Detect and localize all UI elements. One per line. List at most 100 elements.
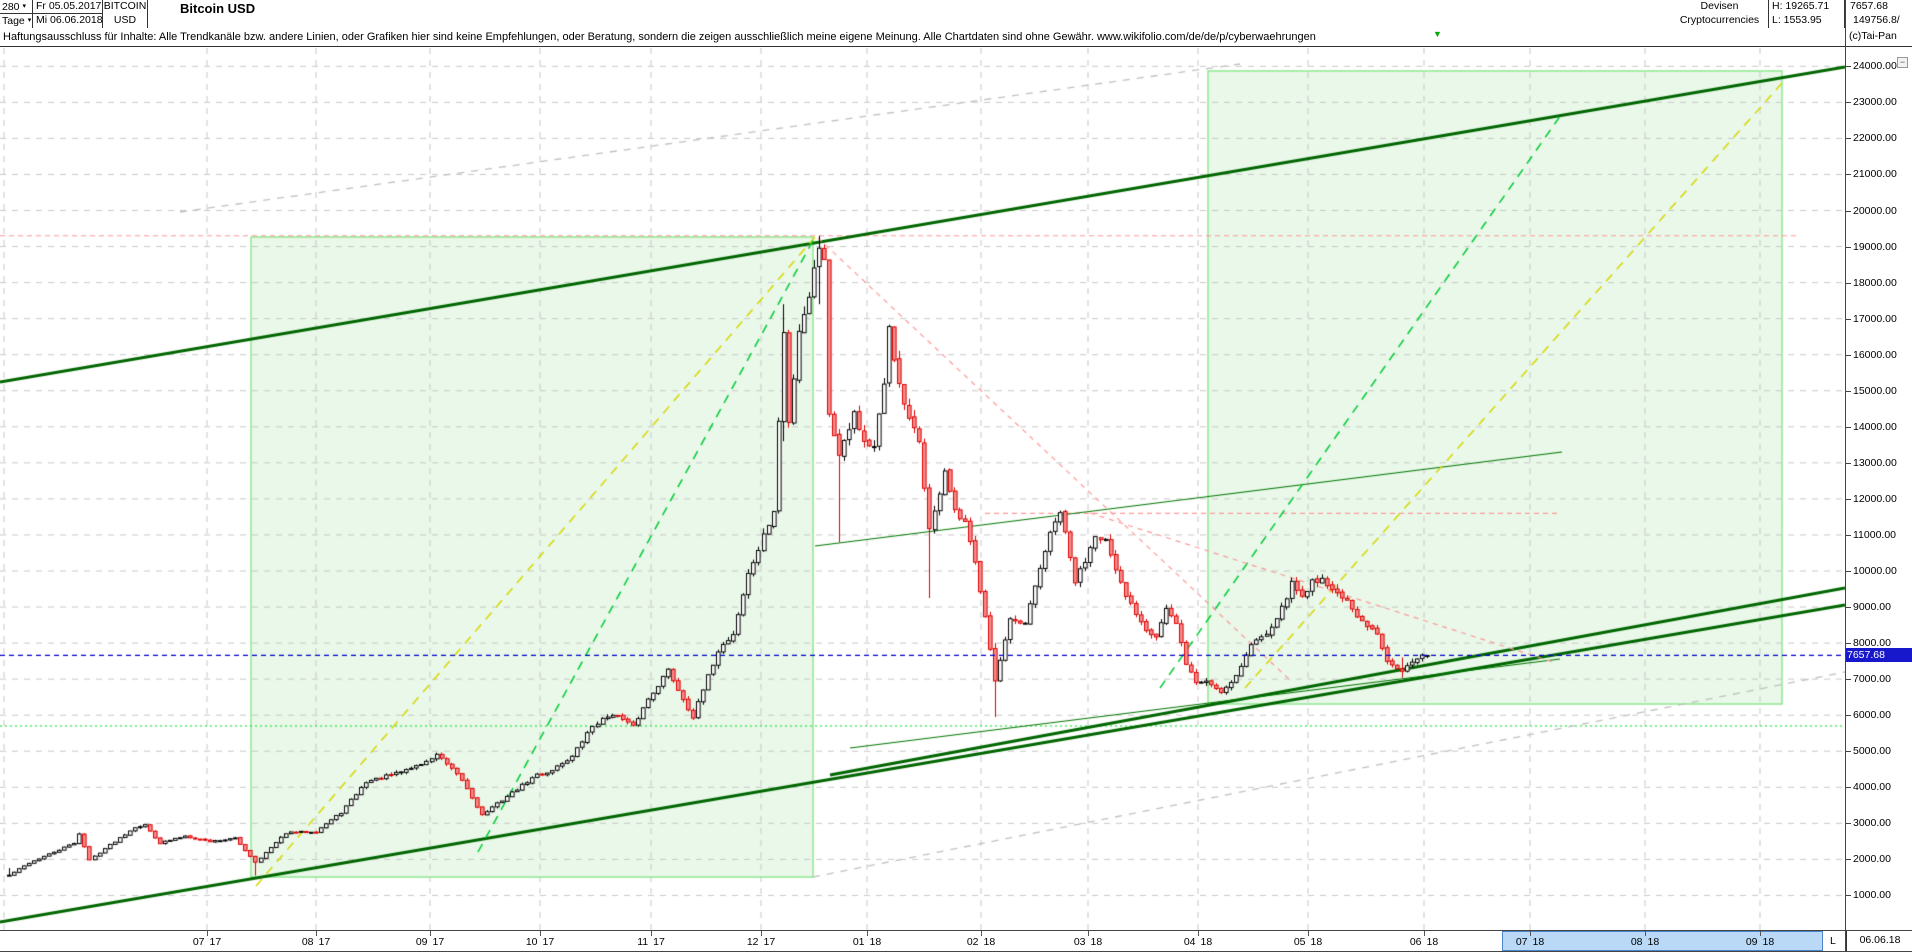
price-axis-border [1845, 0, 1846, 952]
y-axis-tick [1845, 607, 1851, 608]
period-count-dropdown[interactable]: 280 ▾ [0, 0, 33, 14]
y-axis-label: 15000.00 [1853, 385, 1897, 397]
candlestick-chart-canvas[interactable] [0, 48, 1845, 930]
period-unit-value: Tage [2, 15, 25, 27]
x-axis-tick [430, 931, 431, 936]
period-unit-dropdown[interactable]: Tage ▾ [0, 14, 33, 28]
watermark: (c)Tai-Pan [1849, 30, 1897, 42]
date-to-value: Mi 06.06.2018 [36, 14, 103, 26]
chevron-down-icon: ▾ [22, 3, 26, 10]
period-count-value: 280 [2, 1, 20, 13]
y-axis-label: 6000.00 [1853, 709, 1891, 721]
date-to-field[interactable]: Mi 06.06.2018 [33, 14, 103, 28]
axis-end-marker: L [1830, 935, 1836, 947]
x-axis-tick [1424, 931, 1425, 936]
last-price-header: 7657.68 [1845, 0, 1912, 14]
y-axis-tick [1845, 66, 1851, 67]
marker-triangle-icon: ▼ [1433, 29, 1442, 39]
category-label: Devisen [1671, 0, 1769, 14]
volume-header: 149756.8/ [1845, 14, 1912, 28]
y-axis-label: 2000.00 [1853, 853, 1891, 865]
y-axis-tick [1845, 859, 1851, 860]
x-axis-tick [1088, 931, 1089, 936]
date-from-field[interactable]: Fr 05.05.2017 [33, 0, 103, 14]
y-axis-label: 19000.00 [1853, 241, 1897, 253]
y-axis-label: 5000.00 [1853, 745, 1891, 757]
y-axis-label: 17000.00 [1853, 313, 1897, 325]
symbol-currency: USD [103, 14, 148, 28]
y-axis-label: 14000.00 [1853, 421, 1897, 433]
disclaimer-text: Haftungsausschluss für Inhalte: Alle Tre… [3, 31, 1316, 43]
y-axis-tick [1845, 715, 1851, 716]
x-axis-label: 09 17 [415, 936, 445, 948]
y-axis-label: 18000.00 [1853, 277, 1897, 289]
x-axis-label: 04 18 [1183, 936, 1213, 948]
x-axis-label: 01 18 [852, 936, 882, 948]
x-axis-tick [1198, 931, 1199, 936]
y-axis-tick [1845, 751, 1851, 752]
minimize-button[interactable]: − [1897, 57, 1908, 68]
y-axis-tick [1845, 391, 1851, 392]
y-axis-label: 21000.00 [1853, 168, 1897, 180]
y-axis-tick [1845, 355, 1851, 356]
window-high-label: H: 19265.71 [1769, 0, 1845, 14]
y-axis-label: 4000.00 [1853, 781, 1891, 793]
date-from-value: Fr 05.05.2017 [36, 0, 102, 12]
x-axis-tick [540, 931, 541, 936]
y-axis-label: 12000.00 [1853, 493, 1897, 505]
y-axis-label: 24000.00 [1853, 60, 1897, 72]
y-axis-tick [1845, 895, 1851, 896]
y-axis-label: 9000.00 [1853, 601, 1891, 613]
x-axis-label: 08 17 [301, 936, 331, 948]
x-axis-tick [316, 931, 317, 936]
x-axis-tick [1308, 931, 1309, 936]
y-axis-tick [1845, 174, 1851, 175]
time-axis-border [0, 930, 1912, 931]
y-axis-label: 22000.00 [1853, 132, 1897, 144]
y-axis-tick [1845, 319, 1851, 320]
y-axis-label: 10000.00 [1853, 565, 1897, 577]
y-axis-tick [1845, 643, 1851, 644]
x-axis-tick [761, 931, 762, 936]
y-axis-tick [1845, 571, 1851, 572]
x-axis-label: 10 17 [525, 936, 555, 948]
y-axis-label: 7000.00 [1853, 673, 1891, 685]
y-axis-tick [1845, 787, 1851, 788]
y-axis-tick [1845, 138, 1851, 139]
x-axis-tick [651, 931, 652, 936]
x-axis-tick [867, 931, 868, 936]
y-axis-label: 11000.00 [1853, 529, 1897, 541]
x-axis-tick [981, 931, 982, 936]
y-axis-tick [1845, 535, 1851, 536]
y-axis-tick [1845, 247, 1851, 248]
x-axis-label: 03 18 [1073, 936, 1103, 948]
y-axis-label: 8000.00 [1853, 637, 1891, 649]
x-axis-label: 08 18 [1630, 936, 1660, 948]
x-axis-label: 12 17 [746, 936, 776, 948]
disclaimer-bar: Haftungsausschluss für Inhalte: Alle Tre… [0, 28, 1912, 47]
window-low-label: L: 1553.95 [1769, 14, 1845, 28]
y-axis-tick [1845, 679, 1851, 680]
minimize-icon: − [1899, 57, 1906, 67]
subcategory-label: Cryptocurrencies [1671, 14, 1769, 28]
x-axis-label: 07 18 [1515, 936, 1545, 948]
y-axis-label: 16000.00 [1853, 349, 1897, 361]
y-axis-tick [1845, 427, 1851, 428]
y-axis-tick [1845, 211, 1851, 212]
future-months-highlight [1502, 931, 1823, 951]
last-price-tag: 7657.68 [1845, 648, 1912, 662]
y-axis-label: 23000.00 [1853, 96, 1897, 108]
y-axis-label: 13000.00 [1853, 457, 1897, 469]
y-axis-label: 3000.00 [1853, 817, 1891, 829]
y-axis-tick [1845, 283, 1851, 284]
y-axis-tick [1845, 463, 1851, 464]
chevron-down-icon: ▾ [27, 17, 32, 24]
y-axis-tick [1845, 823, 1851, 824]
y-axis-label: 1000.00 [1853, 889, 1891, 901]
axis-end-date: 06.06.18 [1846, 930, 1912, 951]
x-axis-label: 06 18 [1409, 936, 1439, 948]
x-axis-label: 09 18 [1745, 936, 1775, 948]
x-axis-tick [1530, 931, 1531, 936]
x-axis-label: 02 18 [966, 936, 996, 948]
